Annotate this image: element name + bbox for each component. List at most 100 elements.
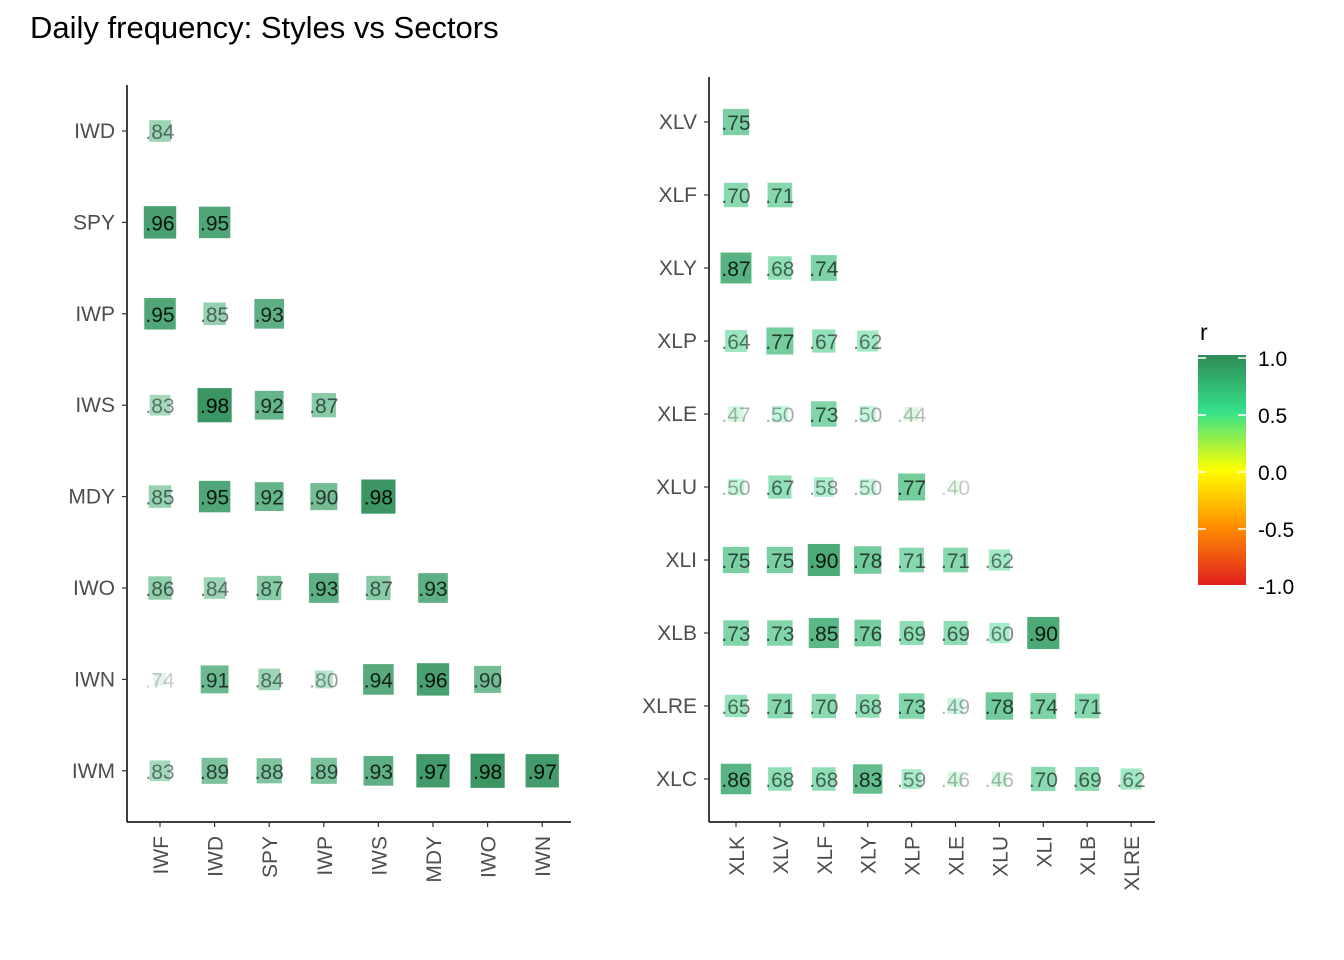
- cell-label: .85: [809, 623, 838, 646]
- cell-label: .50: [721, 477, 750, 500]
- x-tick-label: IWS: [368, 836, 391, 876]
- x-tick-label: XLV: [770, 836, 793, 874]
- cell-label: .75: [721, 550, 750, 573]
- heatmap-cell: [311, 393, 336, 418]
- heatmap-cell: [943, 621, 968, 645]
- cell-label: .95: [145, 304, 174, 327]
- cell-label: .70: [1029, 769, 1058, 792]
- cell-label: .60: [985, 623, 1014, 646]
- x-tick-label: XLP: [902, 836, 925, 876]
- heatmap-cell: [723, 620, 749, 646]
- cell-label: .78: [853, 550, 882, 573]
- cell-label: .92: [255, 487, 284, 510]
- heatmap-cell: [720, 252, 752, 284]
- heatmap-cell: [766, 546, 794, 574]
- cell-label: .50: [853, 477, 882, 500]
- heatmap-cell: [771, 405, 789, 423]
- cell-label: .71: [897, 550, 926, 573]
- y-tick-label: IWN: [74, 668, 115, 691]
- heatmap-cell: [812, 329, 836, 353]
- heatmap-cell: [807, 543, 840, 577]
- heatmap-cell: [904, 406, 919, 422]
- heatmap-cell: [149, 394, 171, 416]
- heatmap-cell: [416, 754, 450, 788]
- legend-tick-label: -1.0: [1258, 576, 1294, 599]
- y-tick-label: XLP: [657, 330, 697, 353]
- heatmap-cell: [853, 546, 882, 574]
- y-tick-label: SPY: [73, 211, 115, 234]
- heatmap-cell: [859, 478, 876, 496]
- cell-label: .87: [255, 578, 284, 601]
- heatmap-cell: [310, 483, 338, 511]
- heatmap-cell: [1120, 768, 1142, 790]
- y-tick-label: IWM: [72, 760, 115, 783]
- cell-label: .87: [364, 578, 393, 601]
- heatmap-cell: [854, 619, 882, 647]
- heatmap-cell: [767, 693, 793, 719]
- heatmap-cell: [985, 692, 1014, 720]
- cell-label: .93: [364, 761, 393, 784]
- legend-tick-label: 0.0: [1258, 462, 1287, 485]
- heatmap-cell: [310, 757, 337, 784]
- y-tick-label: XLV: [659, 111, 697, 134]
- y-tick-label: XLRE: [642, 695, 697, 718]
- cell-label: .58: [809, 477, 838, 500]
- cell-label: .71: [765, 185, 794, 208]
- cell-label: .71: [765, 696, 794, 719]
- legend-tick-label: 0.5: [1258, 405, 1287, 428]
- x-tick-label: XLK: [726, 836, 749, 876]
- heatmap-cell: [943, 547, 968, 573]
- cell-label: .68: [809, 769, 838, 792]
- heatmap-cell: [898, 693, 925, 719]
- heatmap-cell: [203, 302, 226, 326]
- cell-label: .90: [473, 669, 502, 692]
- cell-label: .92: [255, 395, 284, 418]
- cell-label: .65: [721, 696, 750, 719]
- legend-colorbar: [1198, 355, 1246, 585]
- cell-label: .59: [897, 769, 926, 792]
- heatmap-cell: [722, 546, 750, 574]
- cell-label: .87: [721, 258, 750, 281]
- heatmap-cell: [148, 576, 172, 600]
- heatmap-cell: [859, 405, 876, 423]
- cell-label: .98: [200, 395, 229, 418]
- heatmap-cell: [1027, 616, 1060, 650]
- heatmap-cell: [813, 477, 834, 497]
- heatmap-cell: [727, 478, 745, 496]
- cell-label: .73: [721, 623, 750, 646]
- heatmap-cell: [811, 693, 836, 719]
- cell-label: .64: [721, 331, 751, 354]
- x-tick-label: XLY: [858, 836, 881, 874]
- cell-label: .50: [765, 404, 794, 427]
- cell-label: .71: [941, 550, 970, 573]
- cell-label: .44: [897, 404, 927, 427]
- cell-label: .73: [765, 623, 794, 646]
- heatmap-cell: [947, 697, 964, 715]
- cell-label: .73: [809, 404, 838, 427]
- cell-label: .85: [200, 304, 229, 327]
- y-tick-label: IWP: [75, 303, 115, 326]
- heatmap-cell: [363, 755, 394, 786]
- cell-label: .94: [364, 669, 394, 692]
- heatmap-cell: [899, 621, 924, 645]
- cell-label: .77: [897, 477, 926, 500]
- cell-label: .71: [1073, 696, 1102, 719]
- cell-label: .96: [418, 669, 447, 692]
- cell-label: .69: [897, 623, 926, 646]
- cell-label: .68: [853, 696, 882, 719]
- heatmap-cell: [1075, 767, 1100, 791]
- x-tick-label: XLRE: [1121, 836, 1144, 891]
- heatmap-cell: [149, 760, 171, 782]
- cell-label: .46: [985, 769, 1014, 792]
- cell-label: .83: [145, 761, 174, 784]
- cell-label: .89: [309, 761, 338, 784]
- cell-label: .67: [809, 331, 838, 354]
- heatmap-cell: [989, 622, 1010, 644]
- cell-label: .84: [145, 121, 175, 144]
- heatmap-cell: [257, 575, 282, 601]
- cell-label: .83: [853, 769, 882, 792]
- cell-label: .70: [721, 185, 750, 208]
- x-tick-label: IWD: [205, 836, 228, 877]
- cell-label: .97: [418, 761, 447, 784]
